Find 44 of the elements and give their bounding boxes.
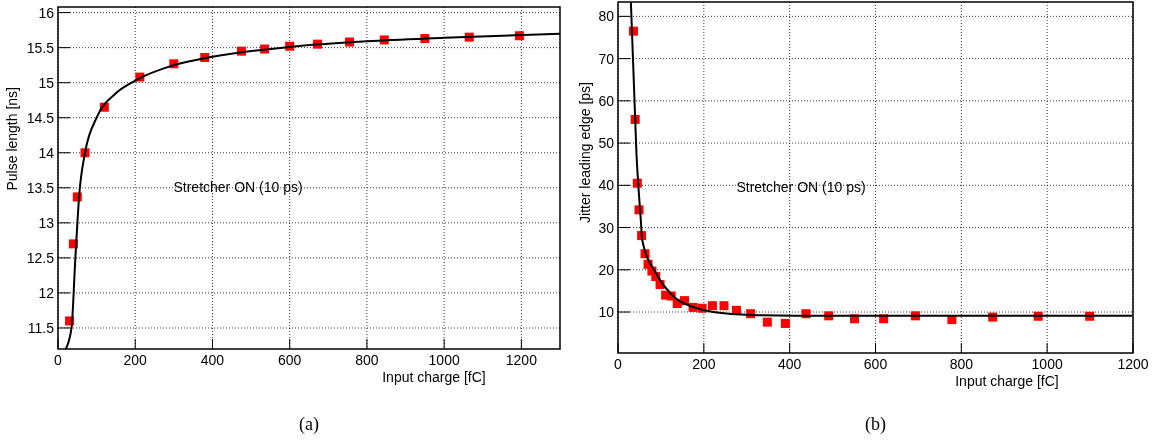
x-tick-label: 0	[614, 356, 623, 372]
x-tick-label: 400	[777, 356, 802, 372]
x-tick-label: 600	[278, 352, 302, 368]
point	[780, 318, 790, 328]
y-tick-label: 14.5	[26, 109, 55, 126]
y-tick-label: 13.5	[26, 179, 55, 196]
x-tick-label: 800	[355, 352, 379, 368]
text: (a)	[299, 414, 319, 435]
point	[707, 301, 717, 311]
x-tick-label: 1000	[428, 352, 460, 368]
point	[719, 301, 729, 311]
x-tick-label: 1200	[1117, 356, 1149, 372]
y-tick-label: 16	[38, 4, 55, 21]
y-tick-label: 70	[598, 50, 615, 67]
annotation: Stretcher ON (10 ps)	[173, 178, 303, 195]
y-tick-label: 11.5	[27, 319, 55, 336]
y-tick-label: 10	[598, 304, 615, 321]
x-tick-label: 200	[692, 356, 716, 372]
x-tick-label: 600	[863, 356, 888, 372]
y-tick-label: 15.5	[26, 39, 55, 56]
x-tick-label: 800	[949, 356, 974, 372]
y-tick-label: 15	[38, 74, 55, 91]
text: (b)	[865, 414, 886, 435]
y-tick-label: 60	[598, 92, 615, 109]
y-tick-label: 50	[598, 135, 615, 152]
y-tick-label: 12.5	[26, 249, 55, 266]
x-tick-label: 1200	[505, 352, 538, 368]
y-tick-label: 40	[598, 177, 615, 194]
y-tick-label: 12	[38, 284, 55, 301]
y-tick-label: 14	[38, 144, 55, 161]
y-axis-title: Pulse length [ns]	[4, 87, 20, 191]
x-tick-label: 200	[123, 352, 148, 368]
x-axis-title: Input charge [fC]	[955, 373, 1059, 389]
y-tick-label: 20	[598, 261, 615, 278]
y-tick-label: 80	[598, 8, 615, 25]
x-tick-label: 400	[200, 352, 225, 368]
x-axis-title: Input charge [fC]	[382, 369, 486, 385]
annotation: Stretcher ON (10 ps)	[736, 178, 866, 195]
y-axis-title: Jitter leading edge [ps]	[577, 82, 593, 223]
x-tick-label: 1000	[1031, 356, 1063, 372]
x-tick-label: 0	[54, 352, 63, 368]
point	[762, 317, 772, 327]
y-tick-label: 13	[38, 214, 55, 231]
y-tick-label: 30	[598, 219, 615, 236]
